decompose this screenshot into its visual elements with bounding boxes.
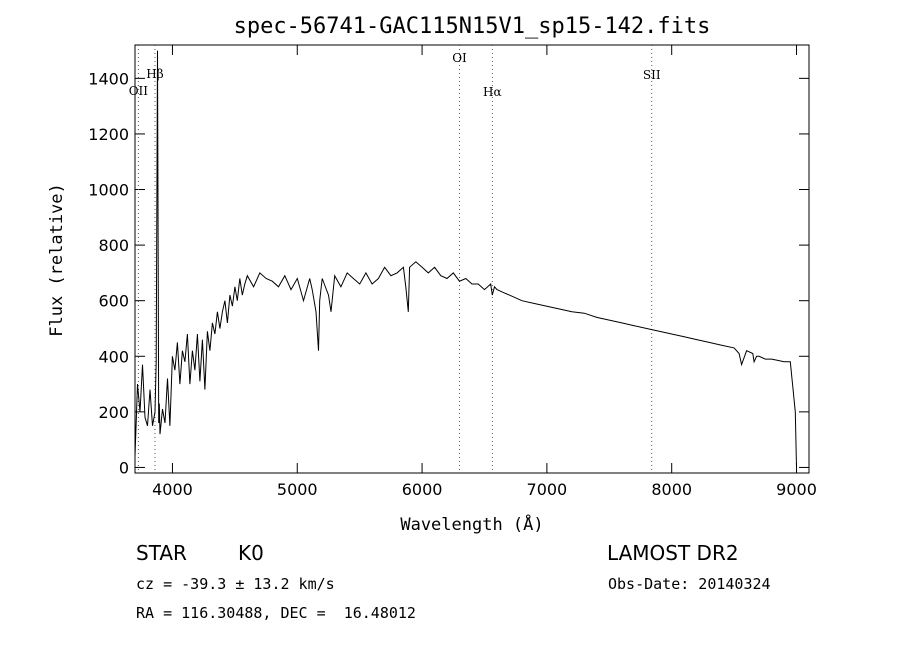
chart-title: spec-56741-GAC115N15V1_sp15-142.fits xyxy=(234,14,711,39)
x-tick-label: 4000 xyxy=(152,480,193,499)
series-group xyxy=(134,50,797,468)
x-tick-label: 9000 xyxy=(776,480,817,499)
survey-name: LAMOST DR2 xyxy=(607,541,739,565)
marker-label: SII xyxy=(643,68,661,82)
marker-label: Hα xyxy=(483,85,502,99)
object-class: STAR xyxy=(136,541,187,565)
y-tick-label: 200 xyxy=(98,403,129,422)
object-subclass: K0 xyxy=(238,541,264,565)
y-tick-label: 1400 xyxy=(88,69,129,88)
x-tick-label: 6000 xyxy=(402,480,443,499)
marker-label: Hβ xyxy=(146,67,163,81)
spectrum-line xyxy=(134,50,797,468)
redshift-text: cz = -39.3 ± 13.2 km/s xyxy=(136,575,335,593)
y-tick-label: 400 xyxy=(98,347,129,366)
x-tick-label: 8000 xyxy=(651,480,692,499)
x-tick-label: 7000 xyxy=(527,480,568,499)
axis-ticks: 4000 5000 6000 7000 8000 9000 0 200 400 600 800 100… xyxy=(88,45,817,499)
y-axis-label: Flux (relative) xyxy=(47,183,67,337)
y-tick-label: 0 xyxy=(119,458,129,477)
marker-label: OII xyxy=(129,84,149,98)
y-tick-label: 600 xyxy=(98,292,129,311)
spectrum-chart: spec-56741-GAC115N15V1_sp15-142.fits Wav… xyxy=(47,14,817,535)
plot-frame xyxy=(134,44,810,474)
radec-text: RA = 116.30488, DEC = 16.48012 xyxy=(136,604,416,622)
x-axis-label: Wavelength (Å) xyxy=(400,513,543,535)
marker-label: OI xyxy=(452,51,467,65)
y-tick-label: 1000 xyxy=(88,181,129,200)
y-tick-label: 1200 xyxy=(88,125,129,144)
line-markers: Hβ OII OI Hα SII xyxy=(129,45,661,473)
x-tick-label: 5000 xyxy=(277,480,318,499)
y-tick-label: 800 xyxy=(98,236,129,255)
obs-date-text: Obs-Date: 20140324 xyxy=(608,575,771,593)
